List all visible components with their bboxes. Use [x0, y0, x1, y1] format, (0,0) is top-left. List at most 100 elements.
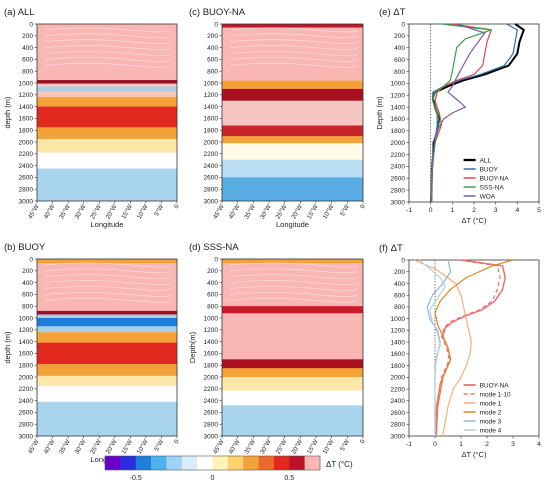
y-tick-label: 2600 [204, 175, 219, 182]
x-tick-label: 25°W [88, 203, 103, 220]
y-tick-label: 0 [214, 21, 218, 28]
y-tick-label: 1000 [19, 315, 34, 322]
heatmap-band [37, 332, 177, 344]
y-tick-label: 1400 [391, 339, 406, 346]
y-tick-label: 1800 [19, 363, 34, 370]
contour-line [44, 45, 172, 50]
y-tick-label: 2200 [19, 386, 34, 393]
heatmap-band [222, 359, 363, 369]
y-tick-label: 1800 [204, 128, 219, 135]
contour-line [229, 39, 358, 44]
heatmap-panel-c: (c) BUOY-NA 0 200 400 600 800 1000 1200 1400 1600… [189, 7, 367, 229]
plot-frame [221, 258, 364, 437]
heatmap-band [37, 318, 177, 327]
x-tick-label: 25°W [274, 203, 289, 220]
y-tick-label: 2000 [391, 140, 406, 147]
y-tick-label: 2400 [204, 163, 219, 170]
x-tick-label: 15°W [119, 203, 134, 220]
x-tick-label: 10°W [321, 438, 336, 455]
contour-line [229, 262, 358, 268]
contour-line [229, 274, 358, 279]
x-tick-label: 30°W [73, 438, 88, 455]
x-tick-label: 40°W [227, 203, 242, 220]
y-tick-label: 2600 [19, 175, 34, 182]
y-axis-label: depth (m) [3, 96, 12, 129]
x-tick-label: 4 [537, 441, 541, 448]
y-tick-label: 3000 [19, 433, 34, 440]
y-tick-label: 1600 [204, 116, 219, 123]
y-tick-label: 0 [29, 256, 33, 263]
y-tick-label: 800 [207, 304, 218, 311]
heatmap-panel-a: (a) ALL 0 200 400 600 800 1000 1200 1400 1600 1800… [3, 7, 181, 229]
y-tick-label: 800 [22, 69, 33, 76]
heatmap-band [37, 310, 177, 315]
y-tick-label: 2800 [19, 187, 34, 194]
x-tick-label: 20°W [289, 438, 304, 455]
colorbar-tick-label: 0 [211, 475, 215, 482]
contour-line [44, 51, 172, 56]
contour-line [229, 268, 358, 274]
plot-frame [408, 23, 540, 203]
y-tick-label: 3000 [391, 433, 406, 440]
y-tick-label: 2400 [204, 398, 219, 405]
x-axis-label: Longitude [91, 220, 124, 229]
y-axis-label: depth (m) [3, 331, 12, 364]
y-tick-label: 1400 [19, 339, 34, 346]
y-tick-label: 1200 [391, 328, 406, 335]
colorbar-swatch [289, 456, 305, 470]
y-tick-label: 1000 [204, 315, 219, 322]
series-line-woa [431, 23, 486, 203]
heatmap-band [222, 177, 363, 201]
contour-line [44, 286, 172, 291]
x-tick-label: 10°W [321, 203, 336, 220]
x-tick-label: 5°W [338, 203, 351, 217]
y-tick-label: 2200 [204, 151, 219, 158]
legend-label: mode 3 [480, 419, 502, 426]
colorbar-swatch [273, 456, 290, 470]
heatmap-panel-b: (b) BUOY 0 200 400 600 800 1000 1200 1400 1600 180… [3, 242, 181, 464]
y-tick-label: 800 [22, 304, 33, 311]
x-tick-label: 0 [359, 438, 367, 445]
x-tick-label: 0 [433, 441, 437, 448]
x-tick-label: 5°W [338, 438, 351, 452]
heatmap-band [222, 405, 363, 436]
contour-line [229, 27, 358, 33]
y-tick-label: 2000 [204, 139, 219, 146]
colorbar-swatch [212, 456, 229, 470]
plot-frame [36, 23, 178, 202]
contour-line [44, 262, 172, 268]
y-tick-label: 200 [207, 33, 218, 40]
heatmap-bands [222, 24, 363, 201]
x-tick-label: 0 [173, 438, 181, 445]
y-tick-label: 800 [394, 69, 405, 76]
heatmap-band [222, 143, 363, 161]
heatmap-band [222, 125, 363, 137]
x-tick-label: 15°W [305, 203, 320, 220]
heatmap-band [37, 314, 177, 319]
heatmap-band [37, 106, 177, 128]
heatmap-band [222, 100, 363, 126]
y-tick-label: 1400 [391, 104, 406, 111]
y-tick-label: 600 [22, 292, 33, 299]
y-tick-label: 400 [394, 45, 405, 52]
heatmap-band [37, 259, 177, 264]
contour-line [229, 63, 358, 68]
y-tick-label: 200 [22, 33, 33, 40]
x-tick-label: 30°W [73, 203, 88, 220]
x-tick-label: 4 [515, 207, 519, 214]
y-tick-label: 1600 [19, 351, 34, 358]
x-axis-label: Longitude [276, 220, 309, 229]
contour-line [44, 292, 172, 297]
x-axis-label: ΔT (°C) [462, 216, 487, 225]
y-tick-label: 2400 [391, 398, 406, 405]
x-tick-label: 10°W [135, 438, 150, 455]
panel-title: (f) ΔT [379, 243, 403, 254]
y-tick-label: 2800 [204, 422, 219, 429]
y-tick-label: 2200 [391, 386, 406, 393]
x-tick-label: 5°W [152, 438, 165, 452]
x-tick-label: 20°W [104, 203, 119, 220]
y-tick-label: 1400 [204, 339, 219, 346]
legend-label: mode 1 [480, 401, 502, 408]
colorbar-swatch [197, 456, 213, 470]
y-tick-label: 800 [207, 69, 218, 76]
